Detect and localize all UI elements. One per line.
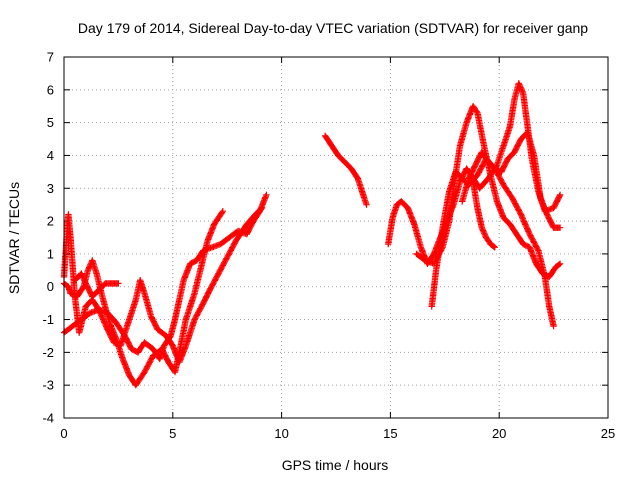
axis-ticks [63,56,609,419]
x-tick-label: 20 [492,426,506,441]
y-tick-label: -3 [42,378,54,393]
x-axis-label: GPS time / hours [282,457,389,473]
grid [64,57,608,418]
x-tick-label: 10 [274,426,288,441]
x-tick-label: 25 [601,426,615,441]
y-tick-label: -4 [42,411,54,426]
plus-markers-trace-d [71,270,122,300]
series-trace-i [459,129,564,231]
series-trace-c [60,204,266,366]
y-tick-label: 3 [47,181,54,196]
plus-markers-trace-i [459,129,564,231]
y-axis-tick-labels: -4 -3 -2 -1 0 1 2 3 4 5 6 7 [42,50,54,426]
chart-title: Day 179 of 2014, Sidereal Day-to-day VTE… [78,20,588,36]
plus-markers-trace-j [469,178,498,251]
x-axis-tick-labels: 0 5 10 15 20 25 [60,426,615,441]
x-tick-label: 0 [60,426,67,441]
data-series [60,80,564,389]
y-axis-label: SDTVAR / TECUs [6,182,22,294]
y-tick-label: 7 [47,50,54,65]
y-tick-label: 6 [47,82,54,97]
y-tick-label: 4 [47,148,54,163]
y-tick-label: 2 [47,214,54,229]
plus-markers-trace-h [413,103,564,281]
x-tick-label: 5 [169,426,176,441]
y-tick-label: 1 [47,246,54,261]
plot-frame [63,56,609,419]
series-trace-e [321,132,370,208]
series-trace-h [413,103,564,281]
x-tick-label: 15 [383,426,397,441]
series-trace-d [71,270,122,300]
y-tick-label: -2 [42,345,54,360]
plus-markers-trace-e [321,132,370,208]
y-tick-label: 5 [47,115,54,130]
series-trace-j [469,178,498,251]
y-tick-label: -1 [42,312,54,327]
plus-markers-trace-c [60,204,266,366]
y-tick-label: 0 [47,279,54,294]
